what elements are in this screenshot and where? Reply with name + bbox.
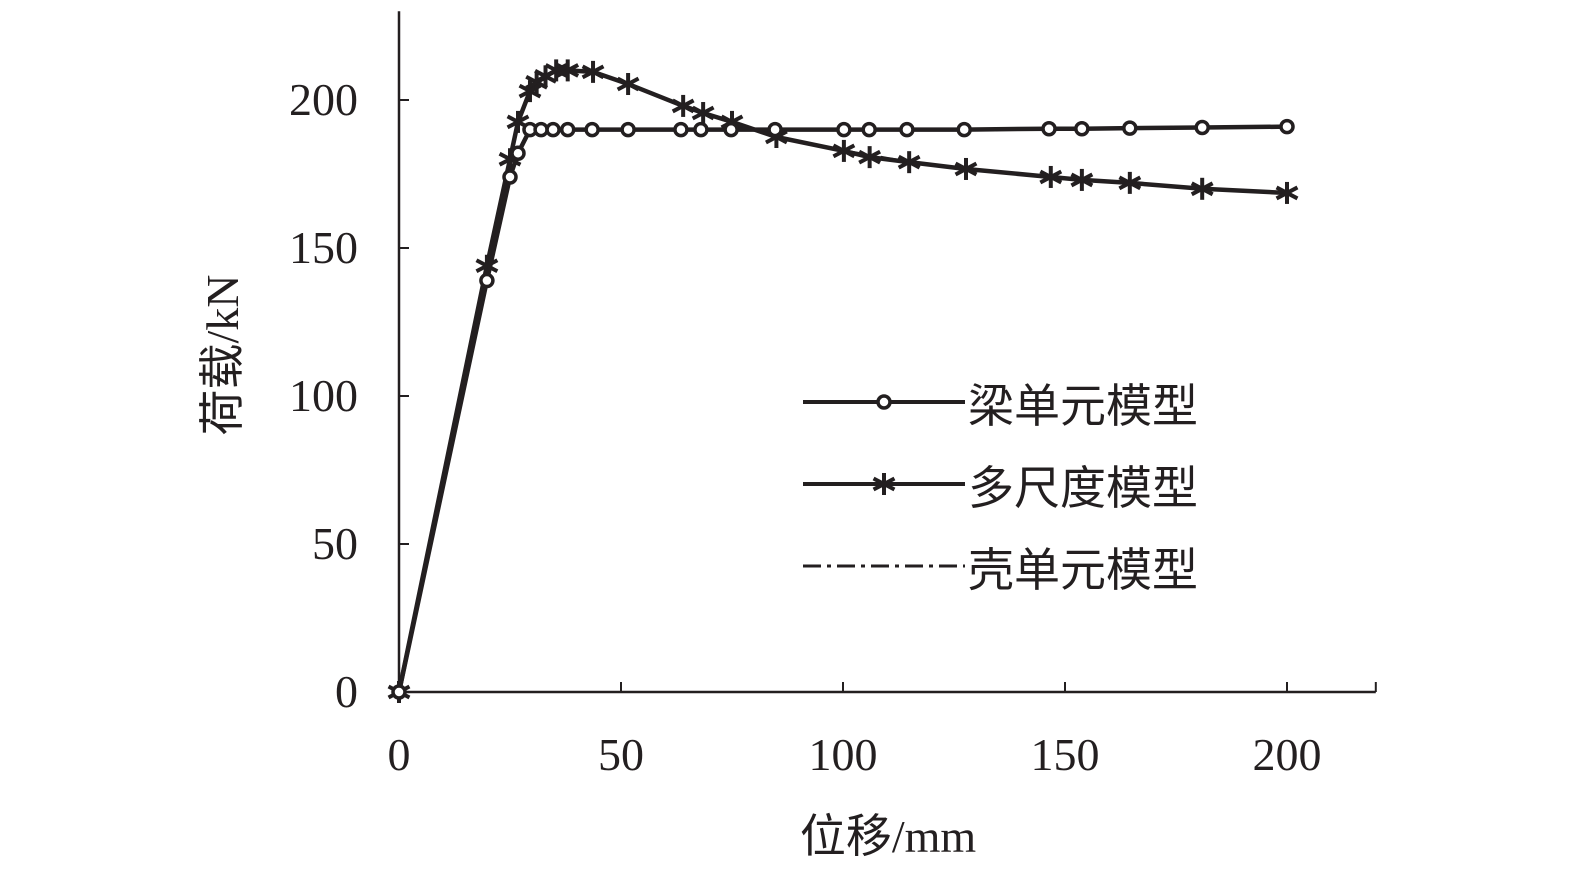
data-point (836, 121, 852, 138)
data-point (1122, 120, 1138, 136)
data-point (858, 146, 882, 169)
data-point (584, 121, 600, 138)
y-tick-label: 0 (335, 666, 358, 717)
data-point (1279, 118, 1295, 135)
data-point (545, 121, 561, 138)
data-point (1118, 171, 1142, 194)
data-point (1041, 120, 1057, 137)
star-stroke (1190, 181, 1214, 197)
y-tick-label: 200 (289, 74, 358, 125)
data-point (954, 157, 978, 180)
legend-marker (876, 394, 892, 410)
star-stroke (691, 105, 715, 121)
star-stroke (475, 258, 499, 274)
data-point (559, 121, 576, 138)
star-stroke (1039, 169, 1063, 185)
x-tick-label: 100 (809, 729, 878, 780)
star-stroke (858, 149, 882, 165)
y-tick-label: 100 (289, 370, 358, 421)
y-tick-label: 50 (312, 518, 358, 569)
data-point (1194, 119, 1210, 136)
star-stroke (556, 63, 580, 78)
star-stroke (616, 76, 640, 92)
data-point (510, 145, 526, 162)
data-point (693, 121, 709, 138)
data-point (581, 60, 605, 83)
x-tick-label: 200 (1253, 729, 1322, 780)
data-point (832, 139, 856, 162)
data-point (1275, 181, 1299, 204)
data-point (1074, 120, 1090, 137)
data-point (1190, 177, 1214, 200)
data-point (1070, 168, 1094, 191)
star-stroke (1275, 185, 1299, 201)
y-tick-label: 150 (289, 222, 358, 273)
series-1 (391, 118, 1295, 700)
data-point (479, 272, 495, 289)
x-tick-label: 50 (598, 729, 644, 780)
data-point (391, 684, 407, 700)
star-stroke (671, 98, 695, 114)
legend-label: 梁单元模型 (968, 381, 1198, 432)
star-stroke (954, 161, 978, 177)
star-stroke (1118, 175, 1142, 191)
data-point (861, 121, 877, 138)
star-stroke (897, 154, 921, 170)
data-point (899, 121, 915, 138)
legend-label: 多尺度模型 (968, 463, 1198, 514)
data-point (671, 94, 695, 117)
data-point (616, 73, 640, 96)
data-point (556, 59, 580, 82)
star-stroke (506, 114, 530, 130)
data-point (956, 121, 972, 138)
x-tick-label: 150 (1031, 729, 1100, 780)
star-stroke (872, 476, 896, 492)
data-point (533, 121, 549, 138)
data-point (723, 121, 739, 138)
data-point (767, 121, 783, 138)
legend-label: 壳单元模型 (968, 545, 1198, 596)
series-group (387, 59, 1299, 703)
star-stroke (581, 64, 605, 80)
data-point (1039, 165, 1063, 188)
data-point (897, 151, 921, 174)
star-stroke (832, 143, 856, 159)
x-axis-label: 位移/mm (800, 811, 977, 862)
data-point (620, 121, 636, 138)
data-point (673, 121, 689, 138)
axes: 0 50 100 150 200 0 50 100 150 200 (289, 11, 1377, 780)
star-stroke (1070, 172, 1094, 188)
data-point (502, 169, 518, 185)
legend-marker (872, 473, 896, 495)
x-tick-label: 0 (388, 729, 411, 780)
data-point (691, 102, 715, 125)
y-axis-label: 荷载/kN (197, 275, 248, 436)
